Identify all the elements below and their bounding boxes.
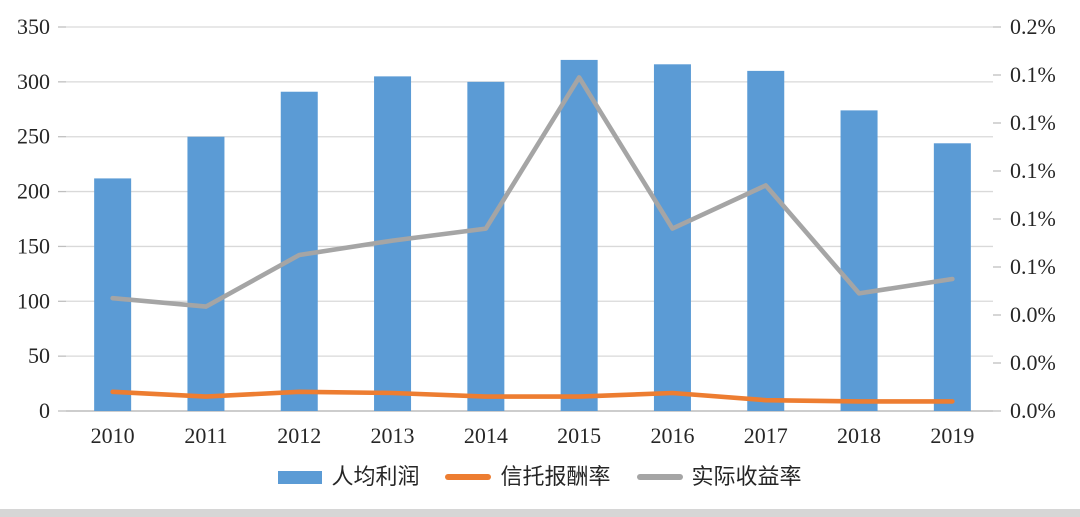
left-axis-label: 100 xyxy=(17,288,50,313)
bar-2010 xyxy=(94,178,132,411)
x-axis-label-2014: 2014 xyxy=(464,423,508,448)
left-axis-label: 0 xyxy=(39,398,50,423)
legend-item-trust-fee-rate: 信托报酬率 xyxy=(445,464,611,490)
right-axis-label: 0.0% xyxy=(1010,302,1056,327)
x-axis-label-2013: 2013 xyxy=(371,423,415,448)
x-axis-label-2016: 2016 xyxy=(650,423,694,448)
x-axis-label-2015: 2015 xyxy=(557,423,601,448)
left-axis-label: 300 xyxy=(17,69,50,94)
legend-label-per-capita-profit: 人均利润 xyxy=(331,464,420,489)
bar-2011 xyxy=(187,136,225,411)
left-axis-label: 150 xyxy=(17,233,50,258)
right-axis-label: 0.1% xyxy=(1010,110,1056,135)
chart-legend: 人均利润 信托报酬率 实际收益率 xyxy=(0,464,1080,490)
line-swatch-orange-icon xyxy=(445,474,492,480)
legend-item-per-capita-profit: 人均利润 xyxy=(278,464,419,490)
x-axis-label-2011: 2011 xyxy=(184,423,227,448)
bar-2014 xyxy=(467,81,505,411)
left-axis-label: 200 xyxy=(17,179,50,204)
page-bottom-edge xyxy=(0,509,1080,517)
bar-2017 xyxy=(747,70,785,411)
bar-swatch-icon xyxy=(278,470,323,484)
x-axis-label-2019: 2019 xyxy=(930,423,974,448)
right-axis-label: 0.1% xyxy=(1010,62,1056,87)
right-axis-label: 0.2% xyxy=(1010,14,1056,39)
x-axis-label-2010: 2010 xyxy=(91,423,135,448)
trust-fee-line xyxy=(110,389,955,404)
bar-2015 xyxy=(560,59,598,412)
right-axis-label: 0.0% xyxy=(1010,398,1056,423)
legend-item-actual-yield-rate: 实际收益率 xyxy=(636,464,802,490)
left-axis-label: 250 xyxy=(17,124,50,149)
bar-2018 xyxy=(840,110,878,411)
right-axis-label: 0.1% xyxy=(1010,254,1056,279)
line-swatch-gray-icon xyxy=(636,474,683,480)
legend-label-actual-yield-rate: 实际收益率 xyxy=(691,464,802,489)
right-axis-label: 0.0% xyxy=(1010,350,1056,375)
right-axis-label: 0.1% xyxy=(1010,206,1056,231)
bar-2016 xyxy=(653,64,691,411)
legend-label-trust-fee-rate: 信托报酬率 xyxy=(500,464,611,489)
x-axis-label-2012: 2012 xyxy=(277,423,321,448)
right-axis-label: 0.1% xyxy=(1010,158,1056,183)
left-axis-label: 50 xyxy=(28,343,50,368)
x-axis-label-2018: 2018 xyxy=(837,423,881,448)
actual-yield-line xyxy=(110,75,955,309)
left-axis-label: 350 xyxy=(17,14,50,39)
x-axis-label-2017: 2017 xyxy=(744,423,788,448)
